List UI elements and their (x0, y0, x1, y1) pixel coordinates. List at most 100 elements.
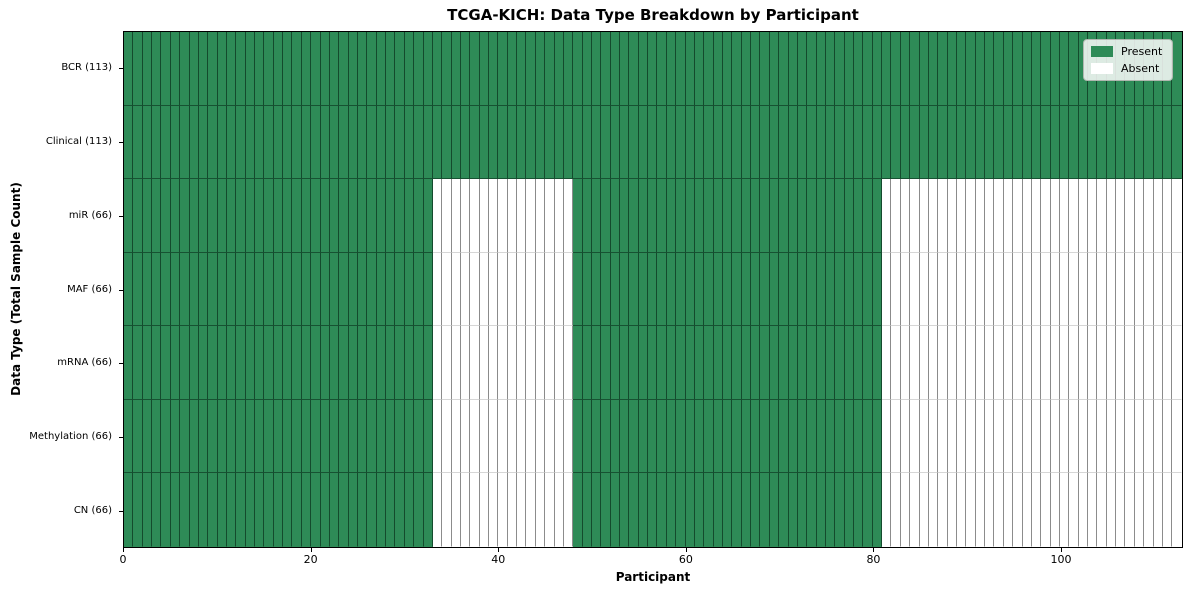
cell-present (816, 399, 826, 474)
cell-present (133, 399, 143, 474)
cell-present (582, 473, 592, 548)
cell-present (376, 179, 387, 253)
cell-present (638, 326, 649, 400)
cell-present (142, 473, 153, 548)
cell-present (713, 326, 723, 400)
cell-present (180, 326, 190, 400)
cell-present (414, 473, 424, 548)
cell-present (320, 399, 330, 474)
cell-present (133, 326, 143, 400)
cell-present (797, 105, 808, 180)
cell-present (208, 326, 218, 400)
cell-present (124, 252, 134, 327)
cell-present (723, 326, 733, 400)
cell-present (872, 105, 883, 180)
cell-present (816, 473, 826, 548)
cell-absent (1050, 179, 1060, 253)
cell-present (882, 32, 892, 106)
cell-absent (900, 326, 911, 400)
cell-absent (526, 326, 536, 400)
cell-present (769, 326, 780, 400)
cell-present (666, 399, 677, 474)
cell-present (919, 105, 929, 180)
cell-present (666, 326, 677, 400)
cell-present (301, 105, 312, 180)
cell-present (451, 105, 461, 180)
cell-absent (1097, 326, 1107, 400)
cell-absent (1059, 326, 1070, 400)
cell-present (666, 179, 677, 253)
cell-present (685, 179, 695, 253)
cell-present (217, 105, 227, 180)
cell-absent (460, 179, 471, 253)
cell-absent (928, 473, 939, 548)
cell-present (133, 32, 143, 106)
cell-present (489, 105, 499, 180)
cell-present (460, 105, 471, 180)
cell-absent (900, 252, 911, 327)
cell-present (638, 252, 649, 327)
cell-absent (498, 179, 508, 253)
cell-present (685, 105, 695, 180)
cell-absent (1134, 179, 1145, 253)
cell-present (124, 399, 134, 474)
cell-present (573, 105, 583, 180)
cell-present (573, 473, 583, 548)
cell-absent (928, 252, 939, 327)
cell-present (966, 105, 976, 180)
cell-present (966, 32, 976, 106)
cell-absent (947, 473, 957, 548)
cell-absent (470, 326, 480, 400)
cell-absent (1125, 326, 1135, 400)
cell-absent (1041, 252, 1051, 327)
cell-present (591, 326, 602, 400)
cell-absent (1069, 399, 1079, 474)
cell-absent (910, 326, 920, 400)
cell-present (1022, 105, 1032, 180)
cell-absent (1125, 252, 1135, 327)
cell-present (273, 252, 284, 327)
cell-absent (507, 326, 518, 400)
cell-absent (517, 179, 527, 253)
cell-absent (1097, 399, 1107, 474)
cell-absent (1031, 399, 1042, 474)
cell-present (245, 399, 256, 474)
cell-present (835, 399, 845, 474)
cell-present (423, 252, 433, 327)
cell-present (301, 252, 312, 327)
cell-present (180, 252, 190, 327)
cell-present (825, 252, 836, 327)
cell-present (807, 399, 817, 474)
cell-absent (563, 252, 574, 327)
cell-absent (1116, 326, 1126, 400)
cell-present (292, 326, 302, 400)
cell-present (573, 179, 583, 253)
x-tick-mark (685, 548, 687, 552)
cell-present (311, 473, 321, 548)
cell-absent (1069, 179, 1079, 253)
cell-present (1078, 105, 1089, 180)
cell-present (395, 252, 405, 327)
cell-present (311, 32, 321, 106)
cell-present (666, 105, 677, 180)
cell-present (245, 473, 256, 548)
cell-present (797, 326, 808, 400)
cell-present (1031, 105, 1042, 180)
cell-present (713, 252, 723, 327)
cell-present (208, 399, 218, 474)
cell-absent (1134, 252, 1145, 327)
cell-absent (432, 399, 443, 474)
x-tick-label: 40 (491, 553, 506, 566)
cell-present (124, 105, 134, 180)
cell-present (723, 473, 733, 548)
cell-present (301, 32, 312, 106)
cell-present (386, 473, 396, 548)
cell-absent (1059, 179, 1070, 253)
cell-present (264, 473, 274, 548)
cell-present (339, 326, 349, 400)
cell-present (919, 32, 929, 106)
cell-present (928, 32, 939, 106)
cell-present (882, 105, 892, 180)
cell-present (732, 473, 742, 548)
cell-present (582, 105, 592, 180)
